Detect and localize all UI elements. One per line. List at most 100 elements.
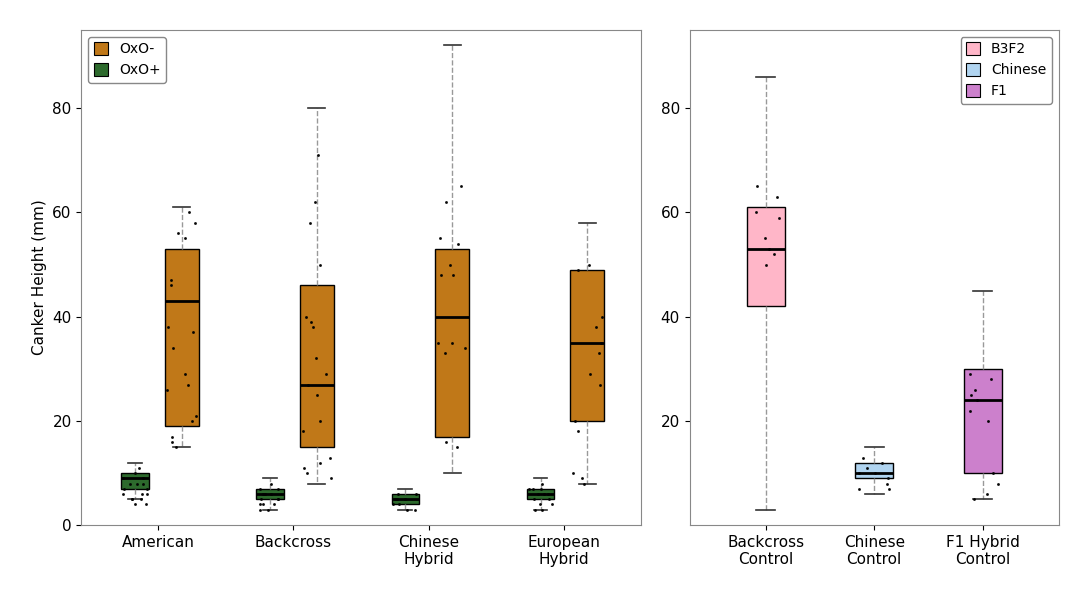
Point	[533, 505, 551, 515]
Point	[160, 322, 177, 332]
PathPatch shape	[435, 249, 469, 436]
Point	[295, 463, 313, 473]
Point	[269, 494, 287, 504]
Point	[134, 479, 151, 488]
PathPatch shape	[165, 249, 199, 426]
Point	[137, 500, 154, 509]
Point	[526, 494, 543, 504]
Point	[453, 181, 470, 191]
Point	[122, 479, 139, 488]
Point	[265, 500, 282, 509]
Point	[747, 208, 765, 217]
Point	[317, 370, 334, 379]
Point	[114, 473, 131, 483]
Point	[132, 490, 150, 499]
PathPatch shape	[856, 463, 893, 478]
Point	[163, 432, 180, 441]
Point	[308, 150, 326, 160]
Point	[180, 208, 198, 217]
Point	[591, 349, 608, 358]
Point	[396, 494, 414, 504]
Point	[269, 494, 287, 504]
Point	[532, 484, 550, 494]
Point	[760, 244, 778, 254]
Point	[769, 192, 786, 202]
Point	[299, 469, 316, 478]
Point	[438, 197, 455, 207]
Point	[965, 494, 983, 504]
Y-axis label: Canker Height (mm): Canker Height (mm)	[31, 200, 47, 355]
Point	[252, 500, 269, 509]
Point	[269, 484, 287, 494]
Point	[390, 500, 407, 509]
Point	[254, 490, 272, 499]
Point	[311, 416, 328, 426]
Point	[321, 453, 339, 462]
Point	[126, 469, 143, 478]
Point	[176, 370, 193, 379]
Point	[169, 229, 187, 238]
Point	[569, 265, 586, 275]
Point	[566, 416, 583, 426]
Point	[983, 374, 1000, 384]
Point	[850, 484, 868, 494]
Point	[187, 411, 204, 421]
Point	[115, 484, 132, 494]
Point	[114, 490, 131, 499]
Point	[855, 453, 872, 462]
Point	[432, 270, 450, 280]
Point	[540, 490, 557, 499]
Point	[294, 427, 312, 436]
Point	[387, 494, 404, 504]
Point	[757, 233, 774, 243]
PathPatch shape	[300, 285, 333, 447]
Point	[138, 484, 155, 494]
Point	[159, 385, 176, 395]
Point	[397, 505, 415, 515]
Point	[179, 380, 197, 389]
Point	[429, 338, 446, 347]
Point	[251, 505, 268, 515]
Point	[128, 479, 146, 488]
Point	[543, 500, 560, 509]
Point	[304, 322, 321, 332]
Point	[184, 416, 201, 426]
Point	[766, 250, 783, 259]
Point	[163, 437, 180, 447]
Point	[989, 479, 1007, 488]
Point	[185, 328, 202, 337]
PathPatch shape	[527, 489, 554, 499]
Point	[880, 484, 897, 494]
Point	[138, 490, 155, 499]
Point	[443, 338, 460, 347]
Point	[586, 322, 604, 332]
Point	[858, 463, 875, 473]
Point	[176, 233, 193, 243]
Point	[384, 500, 402, 509]
Point	[302, 317, 319, 327]
Point	[437, 349, 454, 358]
Point	[163, 281, 180, 290]
Point	[135, 473, 152, 483]
Point	[879, 479, 896, 488]
Point	[969, 395, 986, 405]
Point	[307, 353, 325, 363]
PathPatch shape	[964, 369, 1002, 473]
Point	[298, 312, 315, 322]
Point	[978, 490, 996, 499]
Point	[124, 494, 141, 504]
Point	[873, 458, 891, 467]
Point	[573, 473, 591, 483]
Point	[312, 260, 329, 269]
Point	[263, 490, 280, 499]
Point	[449, 239, 466, 248]
PathPatch shape	[122, 473, 149, 489]
Point	[407, 490, 425, 499]
Point	[980, 416, 997, 426]
Point	[390, 490, 407, 499]
Point	[306, 197, 324, 207]
PathPatch shape	[392, 494, 419, 504]
Legend: OxO-, OxO+: OxO-, OxO+	[88, 37, 166, 83]
Point	[253, 494, 270, 504]
Legend: B3F2, Chinese, F1: B3F2, Chinese, F1	[960, 37, 1052, 104]
